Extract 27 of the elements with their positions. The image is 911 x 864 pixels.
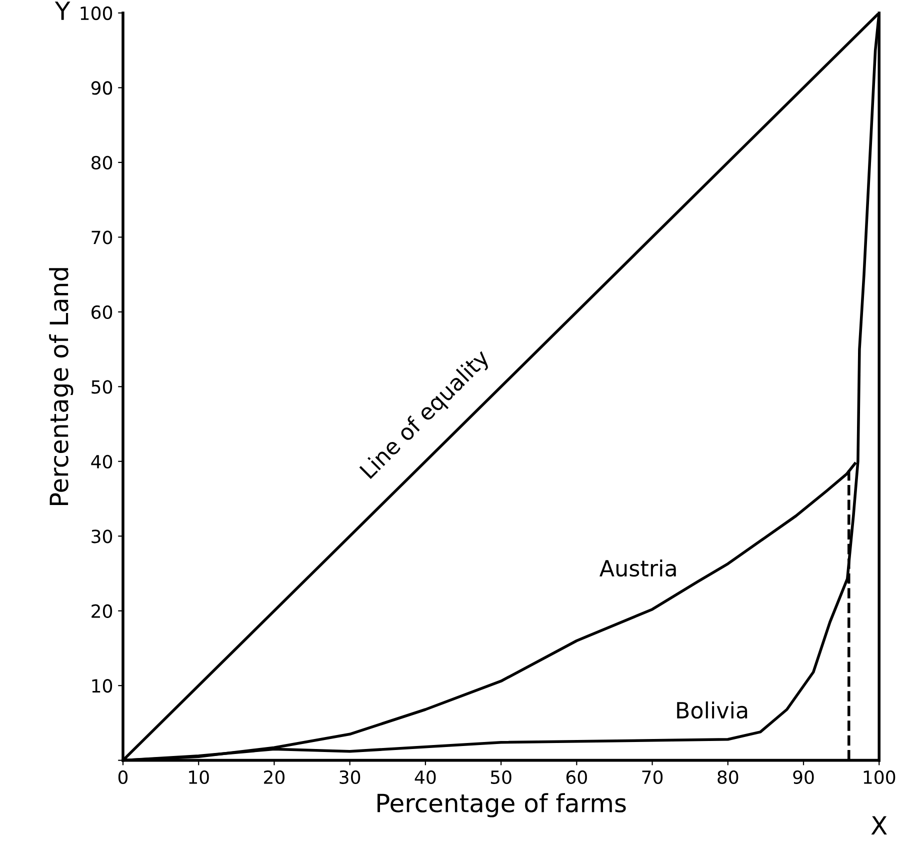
y-tick-label: 70 [92, 230, 112, 244]
x-tick-label: 90 [793, 770, 814, 784]
y-axis-title: Percentage of Land [49, 268, 74, 505]
x-tick-label: 70 [642, 770, 663, 784]
y-tick-label: 50 [92, 380, 112, 394]
x-tick-label: 100 [864, 770, 896, 784]
x-tick-label: 20 [264, 770, 284, 784]
x-tick-label: 80 [718, 770, 738, 784]
x-tick-label: 50 [490, 770, 512, 784]
text: X [871, 816, 887, 834]
y-tick-label: 30 [92, 530, 112, 544]
y-tick-label: 10 [92, 679, 112, 693]
series-label: Austria [600, 559, 676, 577]
text: Y [54, 2, 70, 20]
y-tick-label: 80 [92, 156, 112, 170]
series-label: Bolivia [677, 701, 748, 719]
x-tick-label: 60 [566, 770, 587, 784]
y-tick-label: 90 [91, 81, 112, 95]
x-axis-title: Percentage of farms [378, 793, 626, 818]
x-tick-label: 10 [189, 770, 209, 784]
y-tick-label: 100 [80, 6, 112, 20]
x-tick-label: 30 [340, 770, 360, 784]
x-tick-label: 0 [118, 770, 128, 784]
y-tick-label: 60 [92, 305, 112, 320]
y-tick-label: 40 [91, 454, 112, 468]
y-tick-label: 20 [92, 604, 112, 618]
x-tick-label: 40 [414, 770, 436, 784]
